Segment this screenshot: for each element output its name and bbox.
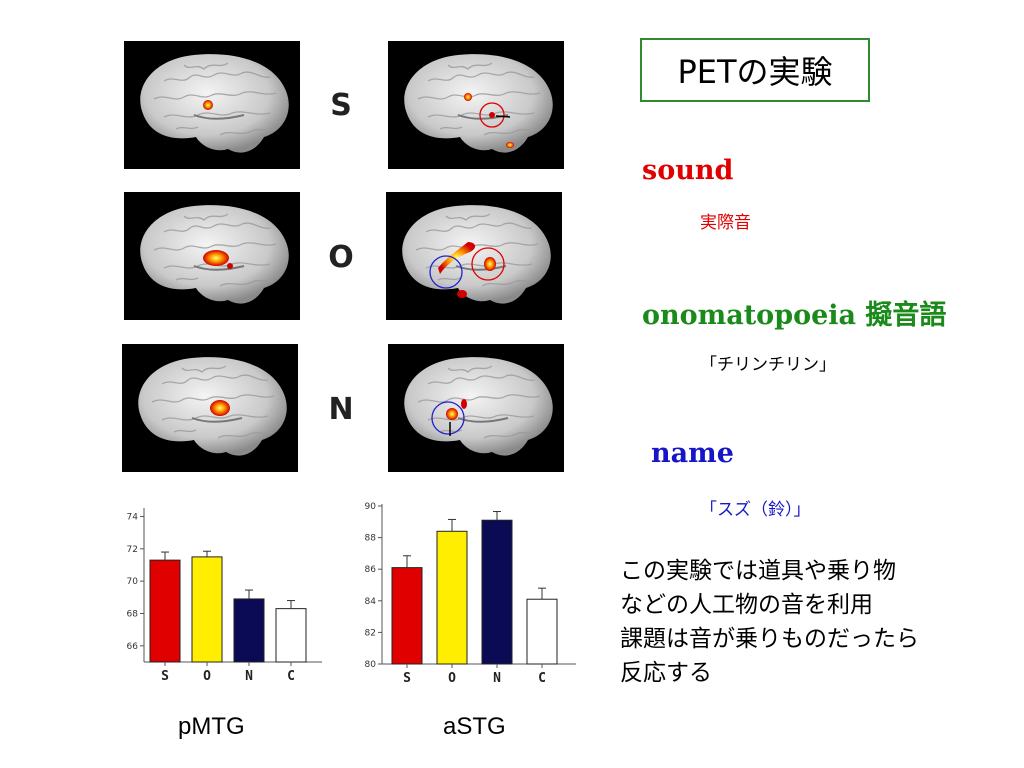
highlight-circle-blue <box>431 401 465 435</box>
activation-spot <box>489 112 495 118</box>
y-tick-label: 82 <box>365 628 376 638</box>
chart-caption-pmtg: pMTG <box>178 713 245 740</box>
y-tick-label: 86 <box>365 565 377 575</box>
activation-spot <box>457 290 467 298</box>
arrow <box>495 115 511 118</box>
x-tick-label: N <box>493 671 501 686</box>
bar-o <box>191 556 223 663</box>
brain-image-n-right <box>388 344 564 472</box>
highlight-circle-red <box>479 102 505 128</box>
bar-c <box>526 598 558 665</box>
activation-spot <box>438 242 476 274</box>
bar-n <box>233 598 265 663</box>
y-tick-label: 90 <box>365 502 377 512</box>
x-tick-label: O <box>448 671 456 686</box>
y-tick-label: 68 <box>127 609 139 619</box>
y-tick-label: 84 <box>365 597 377 607</box>
description-line: 反応する <box>620 660 712 686</box>
brain-image-s-left <box>124 41 300 169</box>
activation-spot <box>227 263 233 269</box>
row-label-n: N <box>328 392 354 427</box>
chart-caption-astg: aSTG <box>443 713 506 740</box>
x-tick-label: S <box>403 671 411 686</box>
condition-name-example: 「スズ（鈴）」 <box>700 500 811 520</box>
condition-name-label: name <box>651 438 734 469</box>
activation-spot <box>446 408 458 420</box>
description-line: 課題は音が乗りものだったら <box>620 626 919 652</box>
brain-image-o-right <box>386 192 562 320</box>
row-label-s: S <box>330 88 352 123</box>
description-line: などの人工物の音を利用 <box>620 592 873 618</box>
activation-spot <box>464 93 472 101</box>
activation-spot <box>506 142 514 148</box>
row-label-o: O <box>328 240 354 275</box>
highlight-circle-blue <box>429 255 463 289</box>
y-tick-label: 80 <box>365 660 377 670</box>
experiment-description: この実験では道具や乗り物 などの人工物の音を利用 課題は音が乗りものだったら 反… <box>620 554 1000 690</box>
bar-s <box>391 567 423 665</box>
description-line: この実験では道具や乗り物 <box>620 558 896 584</box>
brain-image-n-left <box>122 344 298 472</box>
x-tick-label: O <box>203 669 211 684</box>
y-tick-label: 74 <box>127 512 139 522</box>
highlight-circle-red <box>471 247 505 281</box>
x-tick-label: N <box>245 669 253 684</box>
bar-chart-pmtg: 66 68 70 72 74 S O N C <box>110 500 322 690</box>
slide-title-text: PETの実験 <box>677 53 833 91</box>
bar-o <box>436 530 468 665</box>
x-tick-label: C <box>538 671 546 686</box>
activation-spot <box>484 257 496 271</box>
x-tick-label: C <box>287 669 295 684</box>
bar-n <box>481 519 513 665</box>
condition-sound-example: 実際音 <box>700 213 751 233</box>
y-tick-label: 72 <box>127 545 138 555</box>
bar-s <box>149 559 181 663</box>
y-tick-label: 66 <box>127 642 139 652</box>
y-tick-label: 88 <box>365 534 377 544</box>
slide-title: PETの実験 <box>640 38 870 102</box>
activation-spot <box>461 399 467 409</box>
condition-onomatopoeia-label: onomatopoeia 擬音語 <box>642 300 947 331</box>
brain-image-s-right <box>388 41 564 169</box>
activation-spot <box>203 100 213 110</box>
bar-chart-astg: 80 82 84 86 88 90 S O N C <box>350 500 576 690</box>
brain-image-o-left <box>124 192 300 320</box>
activation-spot <box>203 250 229 266</box>
activation-spot <box>210 400 230 416</box>
bar-c <box>275 608 307 663</box>
x-tick-label: S <box>161 669 169 684</box>
y-tick-label: 70 <box>127 577 139 587</box>
condition-sound-label: sound <box>642 155 734 186</box>
condition-onomatopoeia-example: 「チリンチリン」 <box>700 355 836 375</box>
